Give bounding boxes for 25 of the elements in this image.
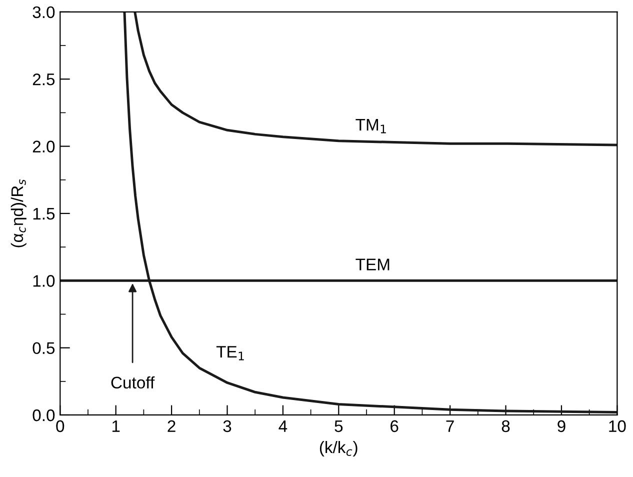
y-tick-label: 2.5: [32, 74, 55, 86]
x-tick-label: 2: [168, 420, 176, 432]
x-tick-label: 3: [223, 420, 232, 432]
y-tick-label: 1.5: [33, 208, 55, 220]
x-tick-label: 9: [558, 420, 566, 432]
annotation: TM$_{1}$: [356, 119, 386, 134]
annotation: Cutoff: [111, 376, 155, 389]
annotation: TEM: [356, 258, 390, 270]
x-tick-label: 10: [609, 420, 626, 432]
x-tick-label: 0: [56, 420, 64, 432]
x-tick-label: 1: [112, 420, 120, 432]
line-series: [134, 12, 618, 146]
x-tick-label: 8: [502, 420, 510, 432]
x-tick-label: 6: [390, 420, 398, 432]
y-tick-label: 0.0: [32, 409, 55, 422]
annotation: TE$_{1}$: [216, 346, 244, 360]
y-tick-label: 1.0: [33, 275, 55, 287]
y-tick-label: 2.0: [32, 140, 55, 152]
x-tick-label: 7: [446, 420, 454, 432]
y-tick-label: 3.0: [32, 6, 55, 18]
x-tick-label: 5: [334, 420, 343, 432]
y-axis-title: (α$_{c}$ηd)/R$_{s}$: [10, 179, 26, 248]
x-tick-label: 4: [278, 420, 288, 432]
y-tick-label: 0.5: [32, 342, 55, 354]
x-axis-title: (k/k$_{c}$): [320, 440, 358, 456]
